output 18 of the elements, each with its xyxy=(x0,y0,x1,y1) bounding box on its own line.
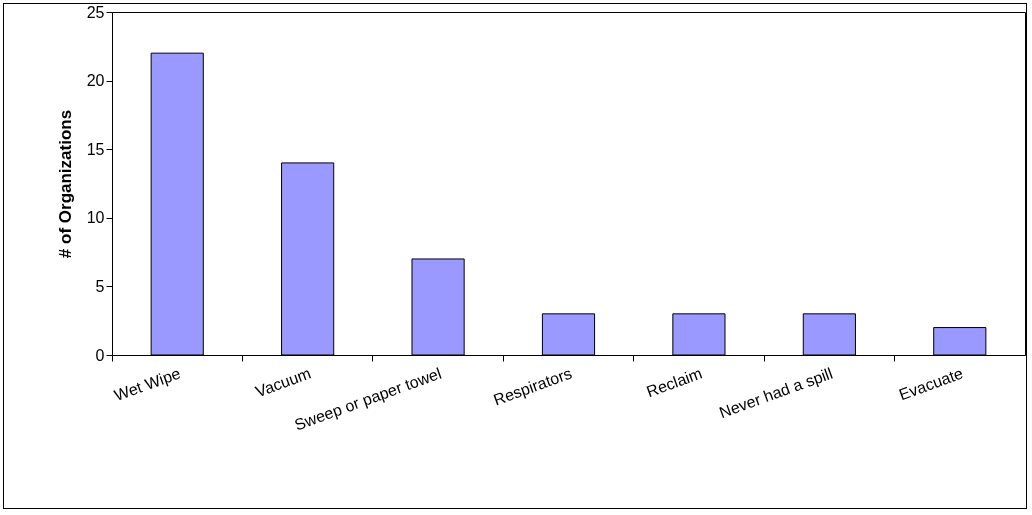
bar xyxy=(281,162,335,356)
y-tick-label: 25 xyxy=(86,3,105,21)
x-tick-label: Reclaim xyxy=(644,364,705,401)
bar xyxy=(150,52,204,356)
bar xyxy=(933,327,987,356)
y-axis-title: # of Organizations xyxy=(55,109,75,259)
x-tick-label: Vacuum xyxy=(253,364,314,401)
y-tick-label: 15 xyxy=(86,140,105,158)
y-tick-label: 5 xyxy=(95,277,105,295)
bar xyxy=(411,258,465,356)
x-tick-label: Wet Wipe xyxy=(111,364,183,405)
x-tick-label: Never had a spill xyxy=(717,364,835,422)
bar xyxy=(802,313,856,356)
bar xyxy=(672,313,726,356)
bar xyxy=(541,313,596,356)
y-tick-label: 0 xyxy=(95,346,105,364)
y-tick-label: 10 xyxy=(86,209,105,227)
y-tick-label: 20 xyxy=(86,72,105,90)
